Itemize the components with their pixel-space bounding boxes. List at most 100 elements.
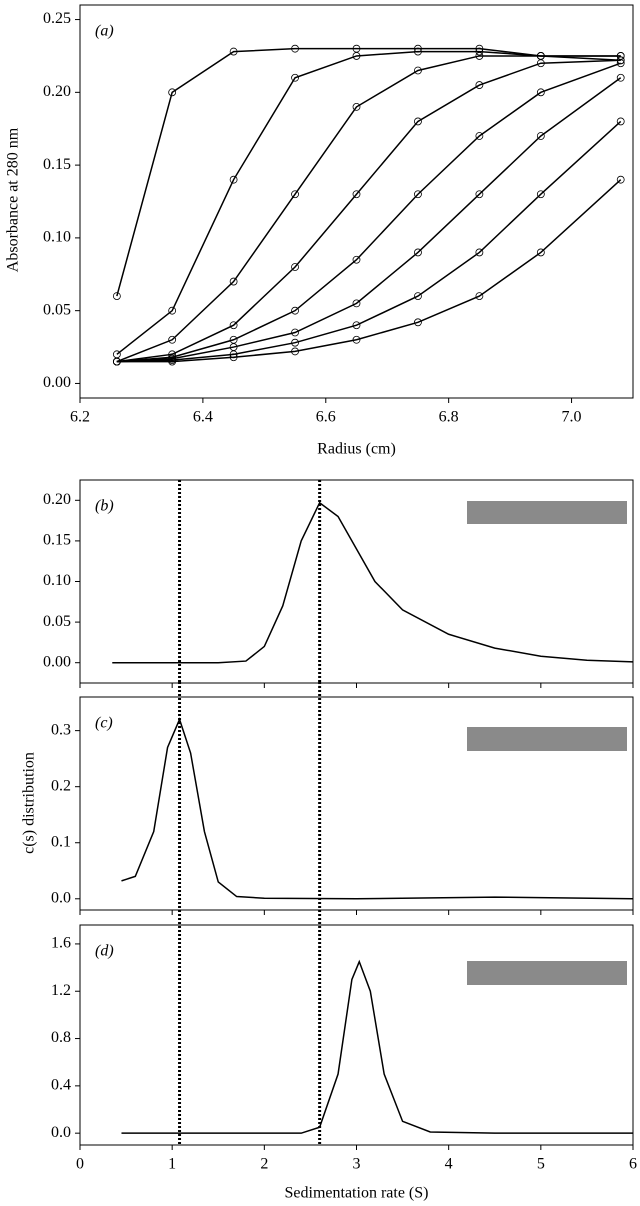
data-point: [291, 347, 299, 356]
x-tick-label: 6.6: [316, 409, 336, 426]
x-tick-label: 7.0: [562, 409, 582, 426]
data-point: [352, 190, 361, 199]
data-point: [229, 175, 238, 184]
y-tick-label: 0.00: [43, 653, 71, 670]
data-point: [475, 52, 484, 60]
data-point: [352, 102, 361, 111]
y-tick-label: 0.4: [51, 1077, 71, 1094]
data-line: [116, 62, 621, 363]
y-tick-label: 0.00: [43, 374, 71, 391]
data-point: [414, 318, 422, 327]
x-tick-label: 6.4: [193, 409, 213, 426]
data-point: [229, 277, 238, 286]
data-point: [475, 190, 484, 199]
data-point: [168, 357, 177, 366]
data-line: [116, 50, 621, 355]
data-point: [616, 175, 625, 184]
data-point: [414, 117, 422, 126]
data-point: [536, 132, 545, 140]
plot-frame: [79, 924, 634, 1146]
data-point: [112, 292, 121, 301]
x-tick-label: 2: [260, 1156, 268, 1173]
x-tick-label: 5: [537, 1156, 545, 1173]
data-point: [291, 73, 299, 82]
data-point: [475, 292, 484, 301]
data-line: [112, 501, 634, 664]
x-tick-label: 0: [76, 1156, 84, 1173]
data-point: [168, 335, 177, 344]
data-line: [116, 47, 621, 297]
data-line: [121, 959, 633, 1134]
y-tick-label: 0.20: [43, 491, 71, 508]
data-point: [291, 338, 299, 347]
x-tick-label: 6.2: [70, 409, 90, 426]
y-tick-label: 0.3: [51, 721, 71, 738]
data-point: [352, 321, 361, 330]
x-tick-label: 1: [168, 1156, 176, 1173]
y-tick-label: 0.25: [43, 10, 71, 27]
data-point: [168, 306, 177, 315]
data-line: [116, 179, 622, 363]
y-tick-label: 0.1: [51, 833, 71, 850]
x-tick-label: 3: [353, 1156, 361, 1173]
data-point: [616, 73, 625, 82]
gel-image: [467, 961, 627, 985]
data-point: [352, 52, 361, 60]
data-point: [475, 132, 484, 140]
y-tick-label: 0.0: [51, 889, 71, 906]
y-axis-label: Absorbance at 280 nm: [5, 127, 22, 272]
y-tick-label: 1.2: [51, 982, 71, 999]
data-point: [229, 47, 238, 56]
data-point: [414, 47, 422, 56]
data-point: [168, 88, 177, 97]
data-point: [536, 190, 545, 199]
data-point: [291, 306, 299, 315]
panel-label: (b): [95, 498, 114, 515]
data-point: [414, 66, 422, 75]
y-tick-label: 0.0: [51, 1124, 71, 1141]
data-point: [616, 59, 625, 68]
y-tick-label: 1.6: [51, 935, 71, 952]
x-tick-label: 6: [629, 1156, 637, 1173]
data-point: [414, 190, 422, 199]
data-point: [352, 255, 361, 264]
panel-label: (a): [95, 23, 114, 40]
data-line: [121, 717, 634, 900]
gel-image: [467, 727, 627, 751]
data-point: [352, 335, 361, 344]
x-tick-label: 4: [445, 1156, 453, 1173]
data-point: [536, 88, 545, 97]
data-point: [229, 353, 238, 362]
data-point: [112, 357, 121, 366]
data-line: [116, 120, 622, 363]
y-axis-label: c(s) distribution: [21, 752, 38, 854]
x-axis-label: Sedimentation rate (S): [285, 1185, 429, 1202]
data-point: [414, 248, 422, 257]
data-point: [536, 59, 545, 68]
data-point: [536, 248, 545, 257]
y-tick-label: 0.8: [51, 1029, 71, 1046]
y-tick-label: 0.05: [43, 613, 71, 630]
data-line: [116, 59, 621, 363]
data-point: [291, 190, 299, 199]
panel-label: (c): [95, 715, 113, 732]
x-tick-label: 6.8: [439, 409, 459, 426]
data-point: [414, 292, 422, 301]
data-point: [475, 47, 484, 56]
data-point: [475, 248, 484, 257]
data-line: [116, 77, 622, 363]
y-tick-label: 0.2: [51, 777, 71, 794]
data-point: [229, 321, 238, 330]
data-point: [291, 328, 299, 337]
y-tick-label: 0.15: [43, 156, 71, 173]
data-point: [352, 299, 361, 308]
y-tick-label: 0.15: [43, 532, 71, 549]
data-point: [616, 117, 625, 126]
panel-label: (d): [95, 943, 114, 960]
y-tick-label: 0.20: [43, 83, 71, 100]
x-axis-label: Radius (cm): [317, 441, 396, 458]
data-point: [291, 263, 299, 271]
y-tick-label: 0.10: [43, 229, 71, 246]
data-point: [291, 44, 299, 53]
